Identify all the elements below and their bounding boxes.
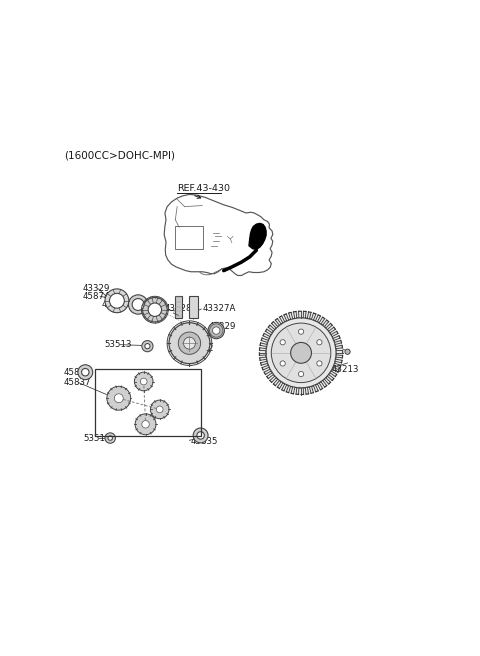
Circle shape — [299, 329, 304, 335]
Circle shape — [291, 342, 312, 363]
Text: 43329: 43329 — [83, 284, 110, 293]
Circle shape — [213, 327, 220, 335]
Circle shape — [143, 297, 167, 322]
Circle shape — [345, 349, 350, 354]
Circle shape — [109, 293, 124, 308]
Circle shape — [142, 340, 153, 352]
Circle shape — [108, 436, 112, 440]
Circle shape — [183, 337, 195, 349]
Circle shape — [132, 298, 144, 310]
Text: 43625B: 43625B — [102, 300, 135, 309]
Circle shape — [105, 289, 129, 313]
Bar — [95, 369, 201, 436]
Circle shape — [271, 323, 331, 382]
Circle shape — [169, 323, 210, 363]
Circle shape — [212, 326, 221, 335]
Circle shape — [150, 400, 169, 419]
Circle shape — [145, 344, 150, 349]
Text: 43332: 43332 — [277, 366, 305, 375]
Circle shape — [208, 322, 225, 338]
Circle shape — [129, 295, 148, 314]
Text: 43213: 43213 — [332, 365, 359, 374]
Text: 43328: 43328 — [164, 304, 192, 313]
Circle shape — [142, 420, 149, 428]
Circle shape — [134, 372, 153, 391]
Circle shape — [178, 332, 201, 354]
Text: 45837: 45837 — [64, 378, 91, 387]
Circle shape — [197, 432, 204, 439]
Circle shape — [317, 340, 322, 345]
Polygon shape — [249, 224, 266, 249]
Circle shape — [107, 386, 131, 410]
Text: 43327A: 43327A — [202, 304, 236, 313]
Circle shape — [259, 311, 343, 394]
Circle shape — [280, 340, 285, 345]
Circle shape — [299, 371, 304, 377]
Circle shape — [210, 324, 223, 337]
Bar — [175, 296, 181, 318]
Circle shape — [82, 369, 89, 376]
Text: 43322: 43322 — [186, 344, 214, 354]
Text: 45874A: 45874A — [83, 292, 116, 301]
Circle shape — [135, 414, 156, 435]
Text: 45835: 45835 — [64, 369, 91, 377]
Text: 53513: 53513 — [83, 434, 110, 443]
Circle shape — [156, 406, 163, 413]
Bar — [175, 226, 203, 249]
Circle shape — [280, 361, 285, 366]
Circle shape — [140, 378, 147, 385]
Circle shape — [148, 303, 162, 316]
Text: 45835: 45835 — [190, 437, 218, 446]
Text: 43329: 43329 — [209, 322, 236, 331]
Circle shape — [193, 428, 208, 443]
Text: (1600CC>DOHC-MPI): (1600CC>DOHC-MPI) — [64, 151, 175, 161]
Text: REF.43-430: REF.43-430 — [177, 184, 230, 193]
Circle shape — [78, 365, 93, 380]
Text: 53513: 53513 — [104, 340, 132, 349]
Circle shape — [105, 433, 115, 443]
Circle shape — [114, 394, 123, 403]
Circle shape — [317, 361, 322, 366]
Bar — [189, 296, 198, 318]
